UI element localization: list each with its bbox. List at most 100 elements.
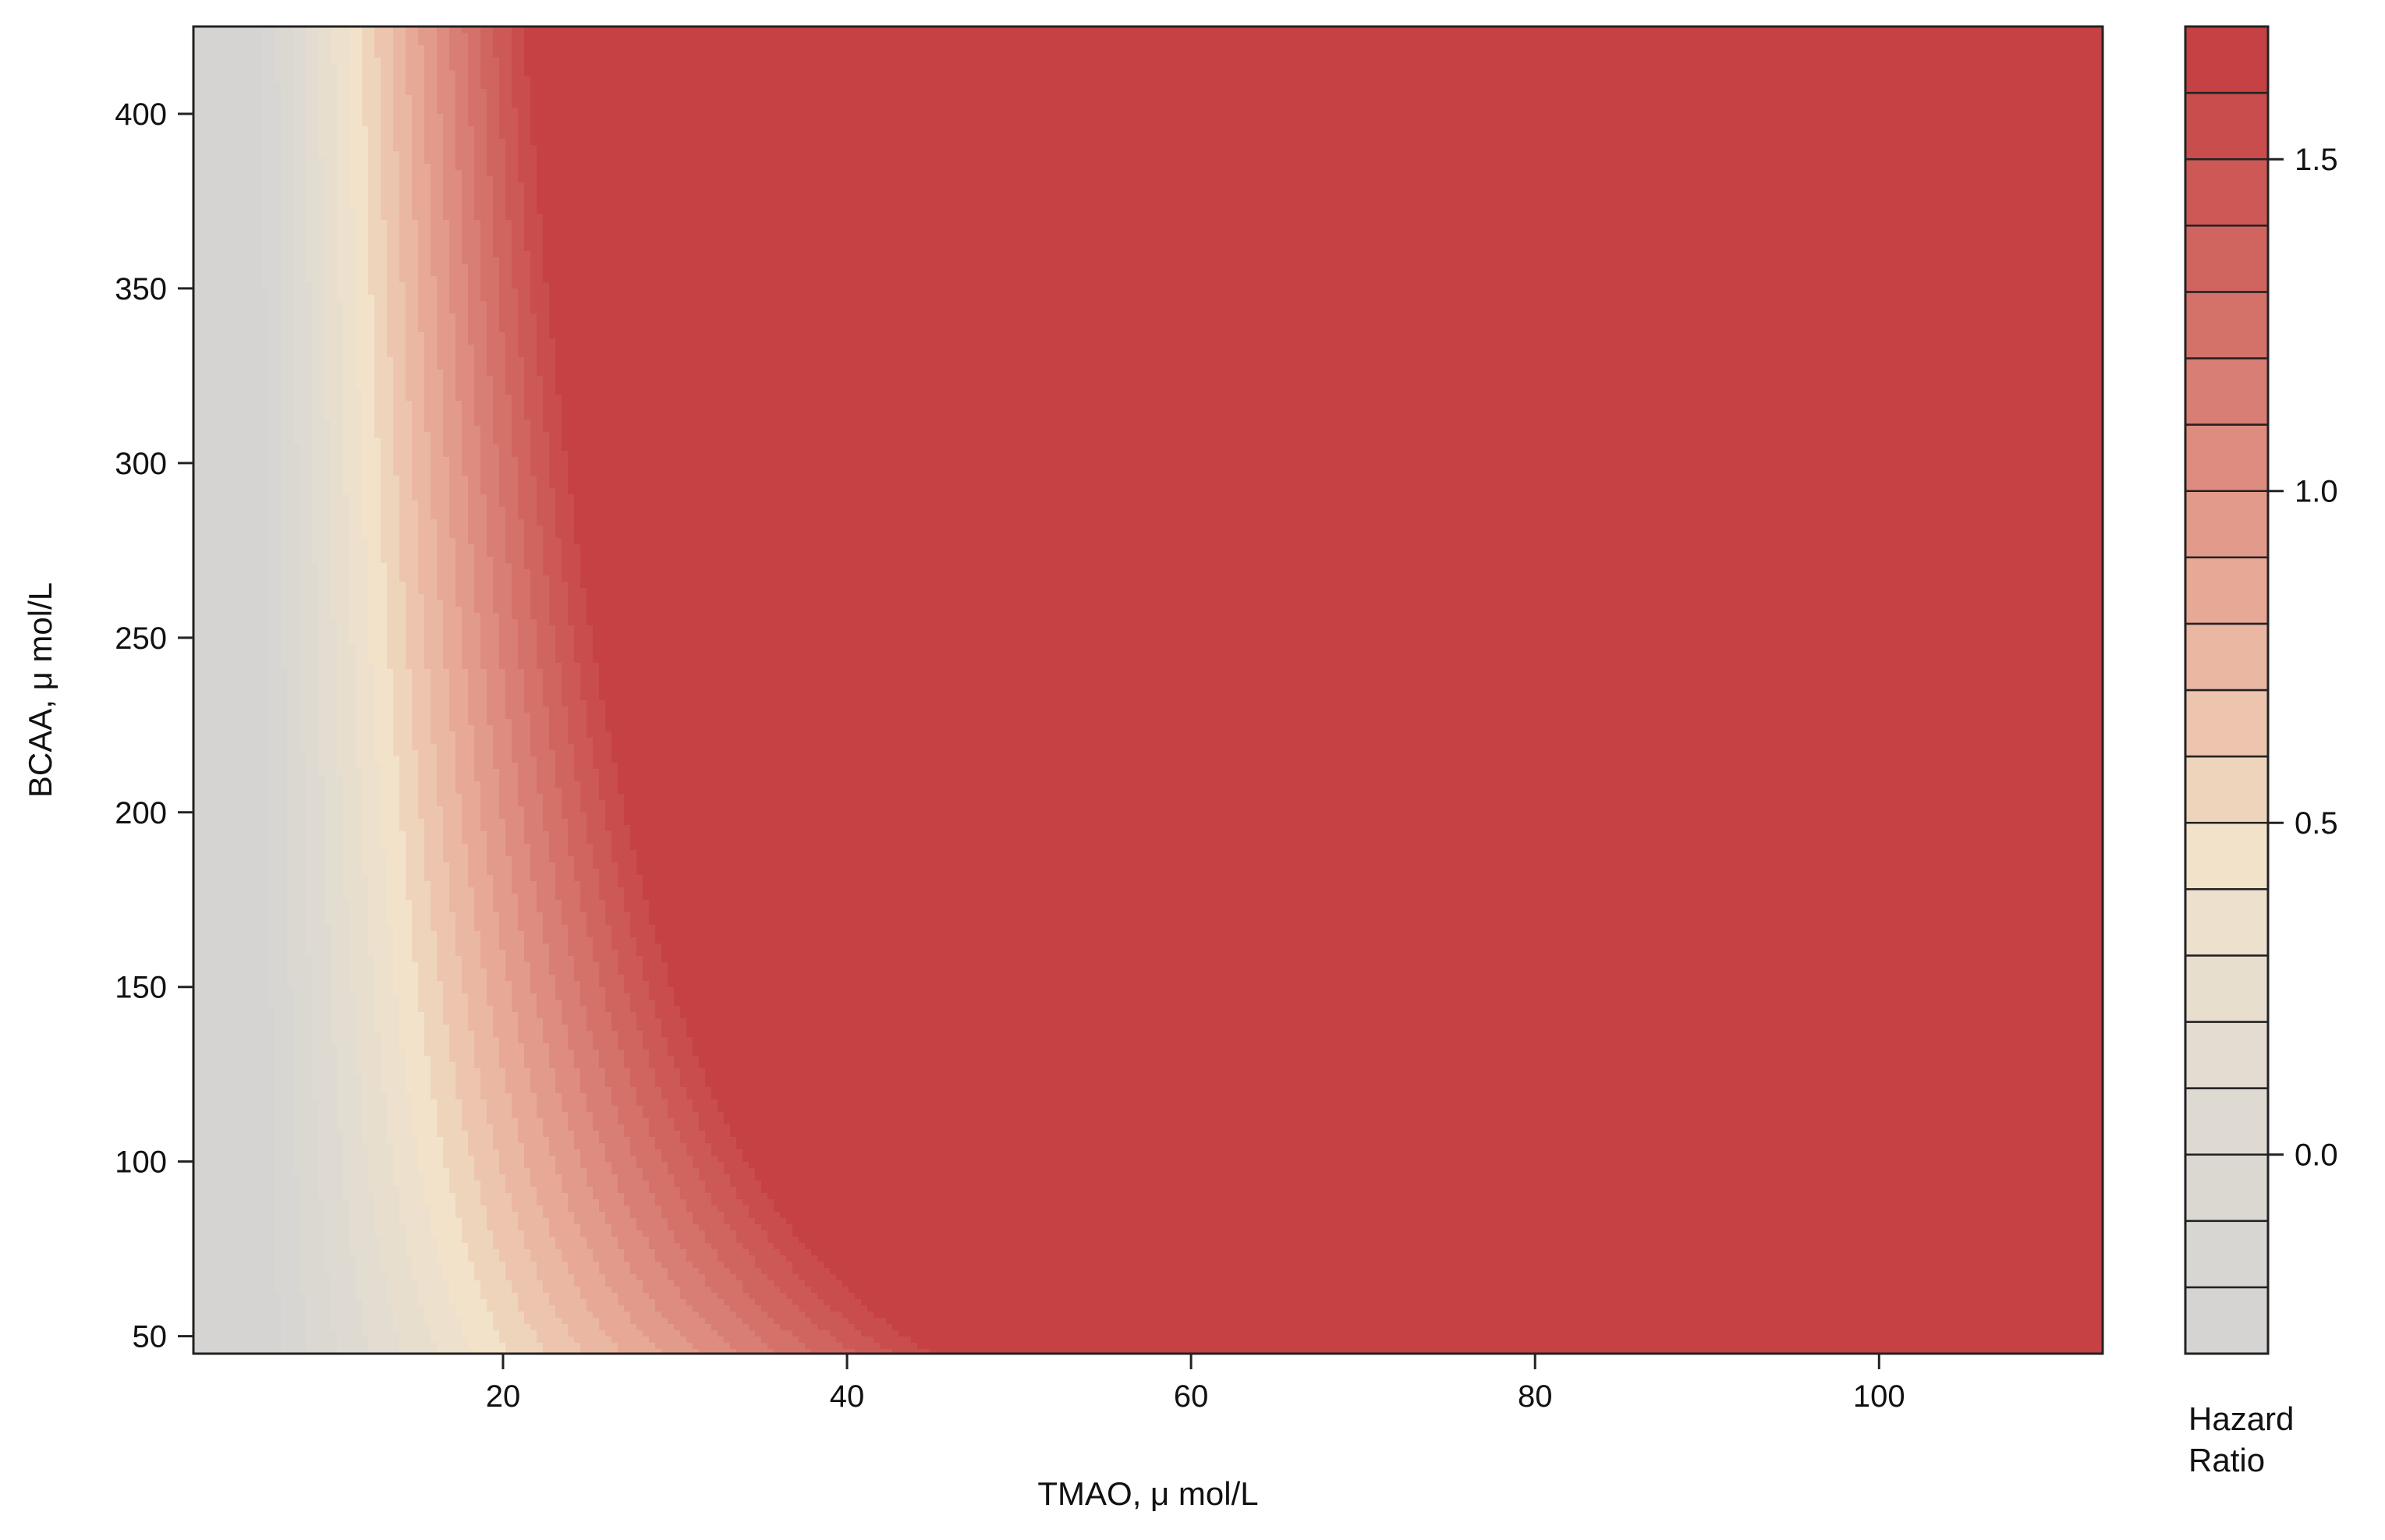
heatmap-cell bbox=[1953, 51, 1960, 58]
heatmap-cell bbox=[1978, 70, 1985, 77]
heatmap-cell bbox=[1741, 76, 1748, 83]
heatmap-cell bbox=[668, 51, 675, 58]
heatmap-cell bbox=[387, 70, 394, 77]
heatmap-cell bbox=[1242, 70, 1249, 77]
heatmap-cell bbox=[1117, 64, 1124, 71]
heatmap-cell bbox=[1360, 58, 1367, 65]
heatmap-cell bbox=[1079, 64, 1086, 71]
heatmap-cell bbox=[1298, 33, 1305, 40]
heatmap-cell bbox=[275, 58, 282, 65]
heatmap-cell bbox=[1947, 76, 1954, 83]
heatmap-cell bbox=[1341, 33, 1348, 40]
heatmap-cell bbox=[1722, 45, 1729, 52]
heatmap-cell bbox=[1491, 45, 1498, 52]
heatmap-cell bbox=[474, 39, 481, 46]
heatmap-cell bbox=[1466, 70, 1473, 77]
heatmap-cell bbox=[2003, 70, 2010, 77]
heatmap-cell bbox=[849, 76, 856, 83]
heatmap-cell bbox=[1903, 51, 1910, 58]
heatmap-cell bbox=[742, 39, 750, 46]
heatmap-cell bbox=[986, 64, 993, 71]
heatmap-cell bbox=[537, 33, 544, 40]
heatmap-cell bbox=[1104, 58, 1111, 65]
heatmap-cell bbox=[1716, 33, 1723, 40]
heatmap-cell bbox=[505, 58, 512, 65]
heatmap-cell bbox=[1940, 58, 1947, 65]
heatmap-cell bbox=[1915, 39, 1923, 46]
heatmap-cell bbox=[593, 33, 600, 40]
heatmap-cell bbox=[1915, 33, 1923, 40]
heatmap-cell bbox=[1198, 39, 1205, 46]
heatmap-cell bbox=[1772, 70, 1779, 77]
heatmap-cell bbox=[2040, 76, 2047, 83]
heatmap-cell bbox=[268, 39, 275, 46]
heatmap-cell bbox=[693, 70, 700, 77]
heatmap-cell bbox=[1416, 76, 1423, 83]
heatmap-cell bbox=[686, 33, 693, 40]
heatmap-cell bbox=[1048, 64, 1055, 71]
heatmap-cell bbox=[942, 76, 949, 83]
heatmap-cell bbox=[705, 45, 712, 52]
heatmap-cell bbox=[1741, 45, 1748, 52]
heatmap-cell bbox=[418, 70, 425, 77]
heatmap-cell bbox=[1292, 64, 1299, 71]
heatmap-cell bbox=[1778, 76, 1785, 83]
heatmap-cell bbox=[431, 70, 438, 77]
heatmap-cell bbox=[1079, 45, 1086, 52]
heatmap-cell bbox=[636, 45, 643, 52]
heatmap-cell bbox=[493, 58, 500, 65]
heatmap-cell bbox=[1635, 64, 1642, 71]
heatmap-cell bbox=[1148, 58, 1155, 65]
heatmap-cell bbox=[537, 58, 544, 65]
heatmap-cell bbox=[1622, 33, 1629, 40]
heatmap-cell bbox=[412, 70, 419, 77]
heatmap-cell bbox=[1947, 70, 1954, 77]
heatmap-cell bbox=[1011, 76, 1018, 83]
heatmap-cell bbox=[593, 58, 600, 65]
heatmap-cell bbox=[1029, 76, 1037, 83]
heatmap-cell bbox=[1398, 45, 1405, 52]
heatmap-cell bbox=[718, 33, 725, 40]
heatmap-cell bbox=[905, 39, 912, 46]
heatmap-cell bbox=[537, 70, 544, 77]
heatmap-cell bbox=[462, 33, 469, 40]
heatmap-cell bbox=[730, 39, 737, 46]
heatmap-cell bbox=[1061, 39, 1068, 46]
heatmap-cell bbox=[1273, 33, 1280, 40]
heatmap-cell bbox=[1866, 76, 1873, 83]
heatmap-cell bbox=[362, 58, 369, 65]
heatmap-cell bbox=[886, 76, 893, 83]
heatmap-cell bbox=[767, 70, 774, 77]
heatmap-cell bbox=[443, 33, 450, 40]
heatmap-cell bbox=[842, 76, 849, 83]
heatmap-cell bbox=[911, 51, 918, 58]
heatmap-cell bbox=[1329, 76, 1336, 83]
heatmap-cell bbox=[618, 58, 625, 65]
heatmap-cell bbox=[374, 33, 381, 40]
heatmap-cell bbox=[1653, 76, 1660, 83]
heatmap-cell bbox=[961, 51, 968, 58]
heatmap-cell bbox=[1847, 64, 1854, 71]
heatmap-cell bbox=[443, 76, 450, 83]
heatmap-cell bbox=[618, 76, 625, 83]
heatmap-cell bbox=[1566, 76, 1573, 83]
heatmap-cell bbox=[312, 70, 319, 77]
heatmap-cell bbox=[1423, 51, 1430, 58]
heatmap-cell bbox=[1566, 58, 1573, 65]
heatmap-cell bbox=[1304, 58, 1311, 65]
heatmap-cell bbox=[1410, 58, 1417, 65]
heatmap-cell bbox=[287, 58, 294, 65]
heatmap-cell bbox=[1092, 33, 1099, 40]
heatmap-cell bbox=[443, 64, 450, 71]
heatmap-cell bbox=[1310, 39, 1317, 46]
heatmap-cell bbox=[1778, 39, 1785, 46]
heatmap-cell bbox=[1928, 33, 1935, 40]
heatmap-cell bbox=[1997, 51, 2004, 58]
heatmap-cell bbox=[636, 58, 643, 65]
heatmap-cell bbox=[250, 76, 257, 83]
heatmap-cell bbox=[1959, 70, 1966, 77]
heatmap-cell bbox=[1547, 51, 1554, 58]
heatmap-cell bbox=[250, 45, 257, 52]
heatmap-cell bbox=[693, 39, 700, 46]
heatmap-cell bbox=[674, 64, 681, 71]
